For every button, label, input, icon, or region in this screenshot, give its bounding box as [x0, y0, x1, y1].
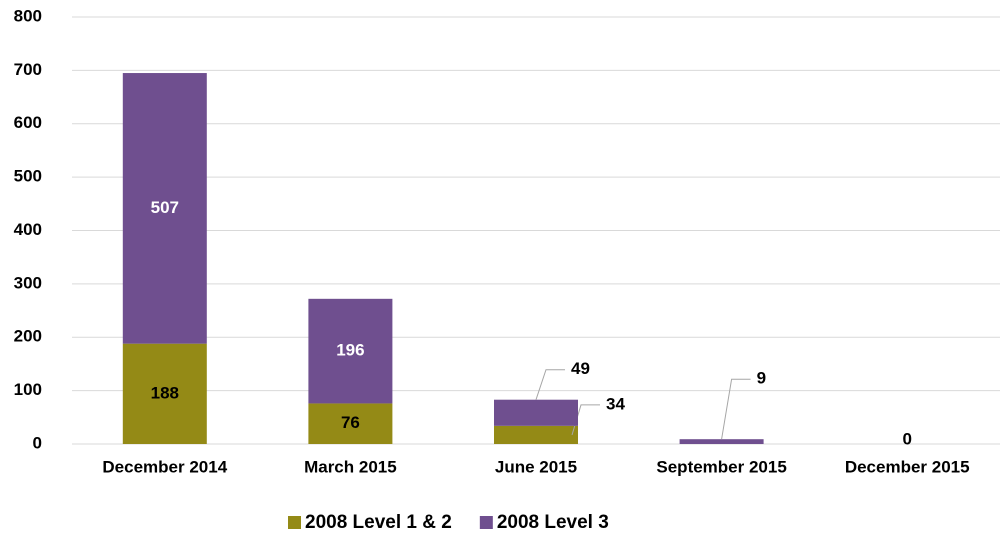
data-label: 0 — [902, 429, 911, 448]
data-label: 9 — [757, 369, 766, 388]
data-label: 76 — [341, 413, 360, 432]
data-label: 49 — [571, 359, 590, 378]
bar-segment — [679, 439, 764, 444]
bar-segment — [494, 399, 578, 426]
x-tick-label: December 2015 — [845, 457, 970, 476]
data-label: 188 — [151, 383, 179, 402]
bar-segment — [308, 298, 393, 404]
bar-segment — [122, 343, 207, 444]
y-tick-label: 600 — [14, 113, 42, 132]
bar-segment — [122, 73, 207, 344]
x-tick-label: March 2015 — [304, 457, 397, 476]
x-tick-label: December 2014 — [102, 457, 227, 476]
legend-label: 2008 Level 1 & 2 — [305, 512, 452, 533]
legend-swatch — [288, 516, 301, 529]
y-tick-label: 300 — [14, 273, 42, 292]
legend-swatch — [479, 516, 493, 529]
x-tick-label: June 2015 — [495, 457, 577, 476]
y-tick-label: 100 — [14, 380, 42, 399]
leader-line — [721, 378, 751, 440]
y-tick-label: 400 — [14, 220, 42, 239]
x-tick-label: September 2015 — [656, 457, 786, 476]
y-tick-label: 500 — [14, 167, 42, 186]
legend-label: 2008 Level 3 — [497, 512, 609, 533]
y-tick-label: 200 — [14, 327, 42, 346]
bar-segment — [494, 425, 578, 444]
y-tick-label: 800 — [14, 6, 42, 25]
data-label: 507 — [151, 198, 179, 217]
y-tick-label: 700 — [14, 60, 42, 79]
leader-line — [535, 369, 565, 400]
bar-segment — [308, 403, 393, 444]
data-label: 196 — [336, 341, 364, 360]
data-label: 34 — [606, 394, 625, 413]
y-tick-label: 0 — [33, 433, 42, 452]
